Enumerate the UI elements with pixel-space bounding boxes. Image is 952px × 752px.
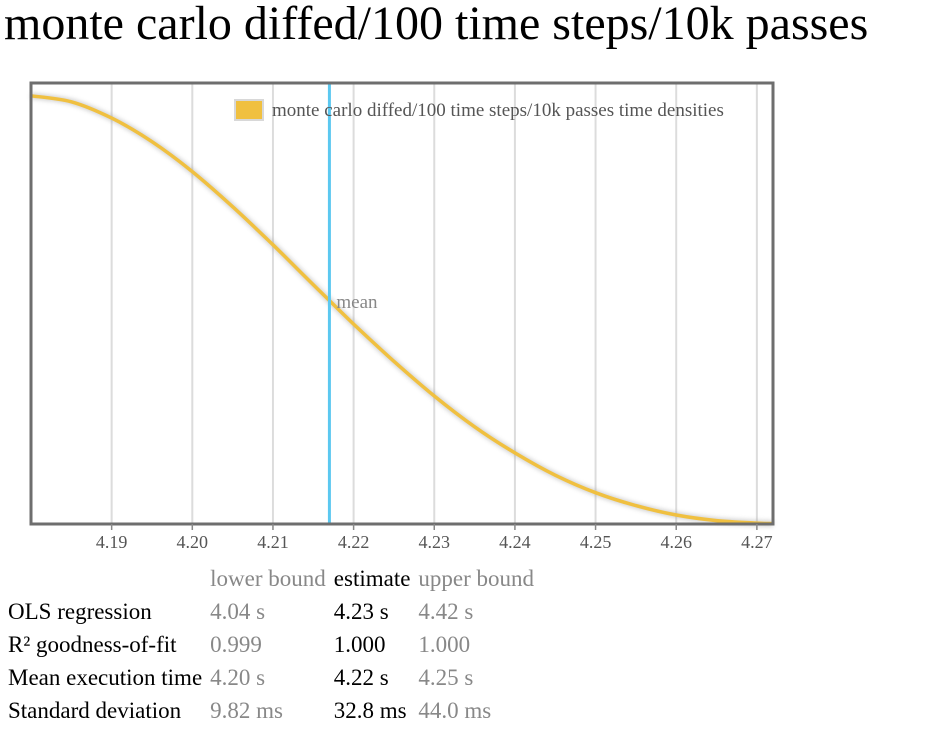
row-lower: 9.82 ms xyxy=(210,697,283,723)
page-title: monte carlo diffed/100 time steps/10k pa… xyxy=(4,0,869,50)
row-lower: 4.20 s xyxy=(210,664,266,690)
mean-marker: mean xyxy=(327,83,378,524)
row-upper: 4.42 s xyxy=(418,598,474,624)
stats-header-row: lower bound estimate upper bound xyxy=(4,562,538,595)
mean-label: mean xyxy=(336,292,378,313)
x-tick-label: 4.19 xyxy=(96,532,128,552)
stats-table: lower bound estimate upper bound OLS reg… xyxy=(4,562,538,727)
x-tick-label: 4.22 xyxy=(338,532,370,552)
table-row: Mean execution time 4.20 s 4.22 s 4.25 s xyxy=(4,661,538,694)
table-row: R² goodness-of-fit 0.999 1.000 1.000 xyxy=(4,628,538,661)
table-row: Standard deviation 9.82 ms 32.8 ms 44.0 … xyxy=(4,694,538,727)
row-label: Mean execution time xyxy=(8,664,203,690)
row-label: R² goodness-of-fit xyxy=(8,631,177,657)
x-tick-label: 4.24 xyxy=(499,532,531,552)
header-lower-bound: lower bound xyxy=(210,565,326,591)
x-axis: 4.19 4.20 4.21 4.22 4.23 4.24 4.25 4.26 4.27 xyxy=(96,524,773,552)
density-curve-shadow xyxy=(30,92,774,527)
row-lower: 4.04 s xyxy=(210,598,266,624)
legend-swatch xyxy=(234,99,264,121)
x-tick-label: 4.27 xyxy=(741,532,773,552)
stats-header-empty xyxy=(4,562,206,595)
row-label: Standard deviation xyxy=(8,697,182,723)
x-tick-label: 4.21 xyxy=(257,532,289,552)
row-lower: 0.999 xyxy=(210,631,262,657)
row-upper: 4.25 s xyxy=(418,664,474,690)
header-estimate: estimate xyxy=(333,565,411,591)
row-upper: 44.0 ms xyxy=(418,697,492,723)
plot-frame xyxy=(29,81,775,526)
legend: monte carlo diffed/100 time steps/10k pa… xyxy=(234,99,724,121)
x-tick-label: 4.26 xyxy=(660,532,692,552)
x-tick-label: 4.20 xyxy=(177,532,209,552)
row-estimate: 32.8 ms xyxy=(333,697,407,723)
table-row: OLS regression 4.04 s 4.23 s 4.42 s xyxy=(4,595,538,628)
grid-lines xyxy=(110,83,758,524)
header-upper-bound: upper bound xyxy=(418,565,535,591)
x-tick-label: 4.25 xyxy=(580,532,612,552)
row-estimate: 4.22 s xyxy=(333,664,389,690)
density-series xyxy=(30,92,774,527)
row-estimate: 1.000 xyxy=(333,631,386,657)
row-label: OLS regression xyxy=(8,598,152,624)
row-upper: 1.000 xyxy=(418,631,471,657)
row-estimate: 4.23 s xyxy=(333,598,389,624)
x-tick-label: 4.23 xyxy=(419,532,451,552)
density-chart: mean monte carlo diffed/100 time steps/1… xyxy=(29,81,775,552)
legend-label: monte carlo diffed/100 time steps/10k pa… xyxy=(272,100,724,121)
density-curve xyxy=(30,94,774,526)
